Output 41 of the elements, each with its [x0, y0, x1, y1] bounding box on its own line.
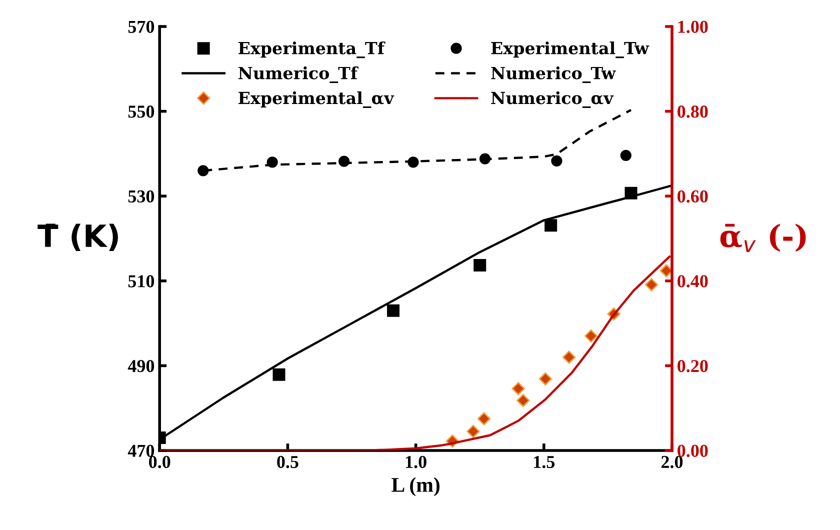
point — [584, 329, 598, 343]
y2-tick-label: 0.00 — [678, 444, 708, 458]
x-tick-label: 0.5 — [277, 456, 298, 468]
x-tick-label: 1.5 — [534, 456, 555, 468]
legend-label: Numerico_Tw — [491, 66, 616, 84]
legend-label: Numerico_αv — [491, 91, 614, 108]
x-tick-label: 1.0 — [406, 456, 426, 468]
legend-label: Experimenta_Tf — [238, 42, 386, 58]
point — [538, 372, 552, 386]
y-tick-label: 530 — [128, 190, 154, 203]
point — [544, 219, 558, 232]
point — [562, 350, 576, 364]
point — [516, 394, 530, 408]
legend-label: Experimental_Tw — [491, 42, 650, 58]
point — [477, 412, 491, 426]
point — [466, 424, 480, 438]
y-tick-label: 570 — [128, 20, 154, 33]
y-axis-title: T̄ (K) — [38, 224, 118, 251]
point — [272, 368, 286, 381]
point — [644, 278, 658, 292]
point — [387, 304, 400, 317]
y2-tick-label: 0.60 — [678, 190, 708, 203]
y2-tick-label: 0.80 — [678, 106, 708, 118]
point — [620, 150, 632, 161]
point — [512, 382, 525, 396]
y2-axis-title: ᾱ$_{v}$ (-) — [720, 224, 806, 252]
legend-label: Numerico_Tf — [238, 66, 358, 84]
x-tick-label: 2.0 — [661, 456, 683, 468]
y-tick-label: 490 — [128, 360, 154, 372]
y-tick-label: 550 — [128, 106, 154, 118]
x-axis-title: L (m) — [392, 477, 440, 496]
y2-tick-label: 1.00 — [678, 20, 708, 34]
point — [660, 264, 672, 278]
y2-tick-label: 0.20 — [678, 360, 708, 372]
x-tick-label: 0.0 — [149, 456, 170, 468]
y2-tick-label: 0.40 — [678, 275, 708, 288]
y-tick-label: 470 — [128, 444, 154, 457]
y-tick-label: 510 — [128, 275, 154, 288]
legend-label: Experimental_αv — [238, 91, 394, 108]
point — [551, 155, 562, 166]
point — [474, 258, 486, 272]
